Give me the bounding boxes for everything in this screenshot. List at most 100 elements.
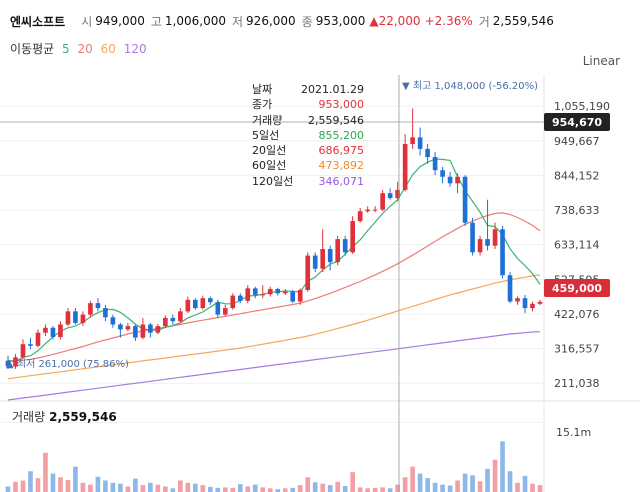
volume-bar[interactable] — [402, 477, 408, 492]
candle[interactable] — [65, 308, 71, 327]
volume-bar[interactable] — [455, 480, 460, 492]
candle[interactable] — [432, 152, 438, 176]
candle[interactable] — [492, 222, 498, 249]
candle-body[interactable] — [425, 148, 430, 158]
volume-bar[interactable] — [365, 488, 370, 492]
candle-body[interactable] — [402, 143, 408, 190]
candle-body[interactable] — [65, 311, 71, 325]
candle-body[interactable] — [522, 298, 528, 309]
candle[interactable] — [50, 326, 56, 340]
candle-body[interactable] — [20, 344, 26, 358]
candle-body[interactable] — [305, 255, 311, 291]
volume-bar[interactable] — [342, 486, 348, 492]
candle[interactable] — [118, 322, 123, 338]
ma-legend[interactable]: 이동평균 5 20 60 120 — [10, 40, 151, 57]
candle[interactable] — [260, 285, 266, 299]
candle-body[interactable] — [148, 324, 153, 333]
volume-bar[interactable] — [65, 480, 71, 492]
volume-bar[interactable] — [185, 482, 191, 492]
candle-body[interactable] — [230, 295, 236, 309]
candle[interactable] — [267, 286, 273, 297]
volume-bar[interactable] — [200, 485, 206, 492]
volume-bar[interactable] — [252, 484, 258, 492]
volume-bar[interactable] — [335, 481, 341, 492]
volume-bars[interactable] — [5, 441, 543, 492]
scale-mode-toggle[interactable]: Linear — [582, 54, 620, 68]
candle[interactable] — [485, 199, 490, 251]
candle[interactable] — [357, 207, 363, 223]
candle-body[interactable] — [515, 298, 520, 302]
candle[interactable] — [163, 315, 168, 328]
candle-body[interactable] — [267, 289, 273, 295]
candle[interactable] — [410, 108, 415, 149]
volume-bar[interactable] — [43, 452, 48, 492]
volume-bar[interactable] — [297, 485, 303, 492]
candle-body[interactable] — [35, 332, 41, 346]
candle[interactable] — [185, 296, 191, 314]
candle[interactable] — [387, 188, 393, 200]
volume-bar[interactable] — [58, 477, 63, 492]
volume-bar[interactable] — [103, 480, 108, 492]
volume-bar[interactable] — [267, 488, 273, 492]
candle-body[interactable] — [110, 317, 116, 325]
candle-body[interactable] — [297, 290, 303, 302]
candle[interactable] — [5, 355, 11, 369]
volume-bar[interactable] — [13, 481, 18, 492]
ma60-legend[interactable]: 60 — [100, 42, 116, 56]
candle-body[interactable] — [372, 209, 378, 211]
volume-bar[interactable] — [357, 487, 363, 492]
candle[interactable] — [327, 245, 333, 271]
volume-bar[interactable] — [73, 466, 78, 492]
candle[interactable] — [282, 289, 288, 295]
volume-bar[interactable] — [110, 482, 116, 492]
volume-bar[interactable] — [178, 480, 183, 492]
candle[interactable] — [297, 288, 303, 305]
volume-bar[interactable] — [440, 484, 445, 492]
candle[interactable] — [58, 321, 63, 340]
candle-body[interactable] — [193, 299, 198, 309]
volume-bar[interactable] — [20, 480, 26, 492]
candle-body[interactable] — [530, 303, 535, 309]
candle[interactable] — [530, 301, 535, 312]
candle[interactable] — [88, 300, 93, 318]
volume-bar[interactable] — [515, 482, 520, 492]
candle-body[interactable] — [537, 301, 543, 304]
candle[interactable] — [380, 189, 385, 212]
candle[interactable] — [515, 296, 520, 305]
candle-body[interactable] — [58, 324, 63, 337]
candle-body[interactable] — [125, 326, 131, 330]
candle[interactable] — [148, 322, 153, 338]
candle-body[interactable] — [260, 294, 266, 296]
candle-body[interactable] — [88, 303, 93, 315]
candle[interactable] — [110, 314, 116, 328]
candle[interactable] — [335, 235, 341, 266]
candle[interactable] — [133, 324, 138, 341]
candle-body[interactable] — [417, 137, 423, 149]
candle-body[interactable] — [170, 317, 176, 322]
volume-bar[interactable] — [237, 484, 243, 492]
candle-body[interactable] — [395, 189, 400, 199]
volume-bar[interactable] — [282, 488, 288, 492]
candle[interactable] — [237, 293, 243, 304]
candle[interactable] — [13, 354, 18, 369]
volume-bar[interactable] — [305, 477, 311, 492]
candle[interactable] — [342, 235, 348, 256]
candle-body[interactable] — [485, 239, 490, 246]
volume-bar[interactable] — [500, 441, 505, 492]
volume-bar[interactable] — [133, 478, 138, 492]
candle-body[interactable] — [462, 176, 468, 223]
candle-body[interactable] — [342, 239, 348, 253]
candle-body[interactable] — [185, 299, 191, 312]
candles[interactable] — [5, 108, 543, 369]
volume-bar[interactable] — [522, 475, 528, 492]
candle-body[interactable] — [200, 298, 206, 309]
ma5-legend[interactable]: 5 — [62, 42, 70, 56]
candle[interactable] — [222, 304, 228, 317]
candle[interactable] — [320, 229, 326, 272]
candle[interactable] — [275, 287, 281, 296]
candle-body[interactable] — [215, 302, 221, 315]
volume-bar[interactable] — [447, 485, 453, 492]
candle-body[interactable] — [252, 288, 258, 295]
candle-body[interactable] — [507, 275, 513, 302]
